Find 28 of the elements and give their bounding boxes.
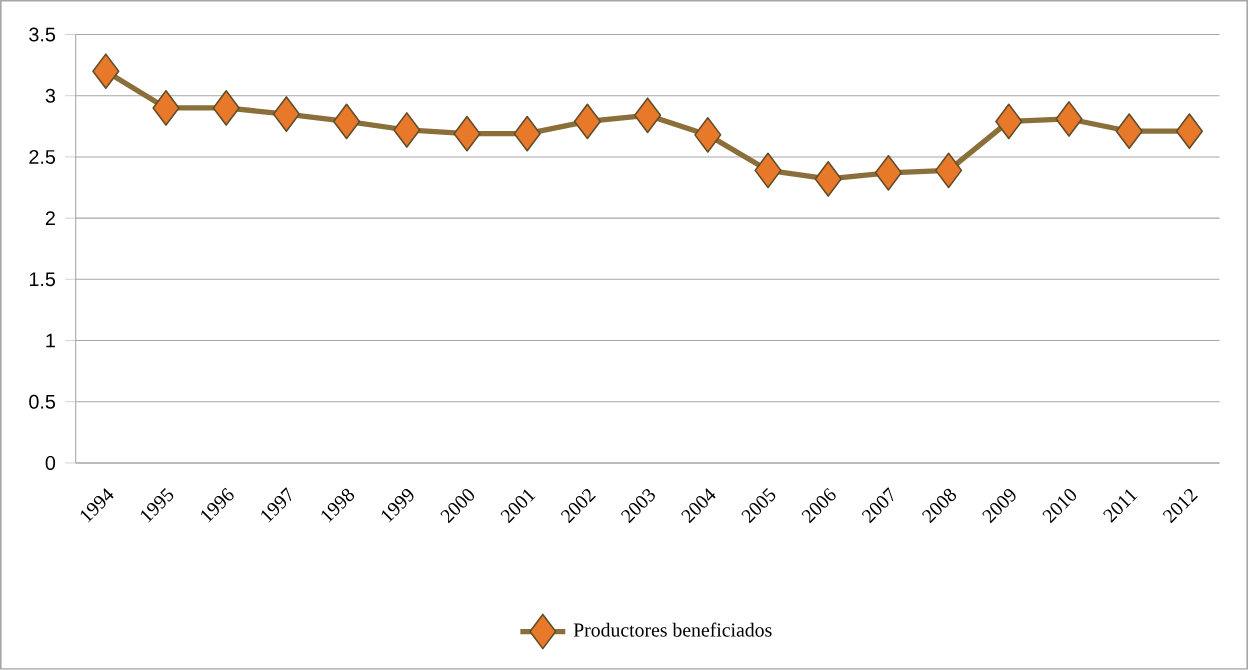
- y-tick-label: 2: [45, 211, 55, 226]
- point: [934, 152, 963, 189]
- point: [1055, 101, 1083, 137]
- point: [453, 115, 481, 152]
- y-tick-label: 3.5: [29, 27, 56, 42]
- point: [814, 161, 842, 197]
- point: [1175, 113, 1204, 150]
- y-tick-label: 0: [45, 456, 56, 471]
- point: [1115, 113, 1143, 150]
- point: [393, 112, 421, 149]
- y-tick-label: 1: [46, 333, 55, 348]
- point: [332, 103, 361, 140]
- point: [513, 115, 541, 152]
- point: [694, 117, 722, 153]
- point: [92, 53, 120, 90]
- point: [633, 97, 662, 134]
- y-tick-label: 2.5: [29, 150, 56, 165]
- point: [212, 90, 240, 126]
- point: [874, 155, 903, 191]
- y-tick-label: 3: [45, 88, 55, 103]
- point: [573, 103, 602, 140]
- y-tick-label: 1.5: [29, 272, 56, 287]
- y-tick-label: 0.5: [29, 394, 56, 409]
- legend-label: Productores beneficiados: [573, 622, 772, 637]
- point: [152, 90, 180, 126]
- point: [272, 96, 301, 133]
- point: [754, 152, 782, 189]
- point: [995, 103, 1023, 140]
